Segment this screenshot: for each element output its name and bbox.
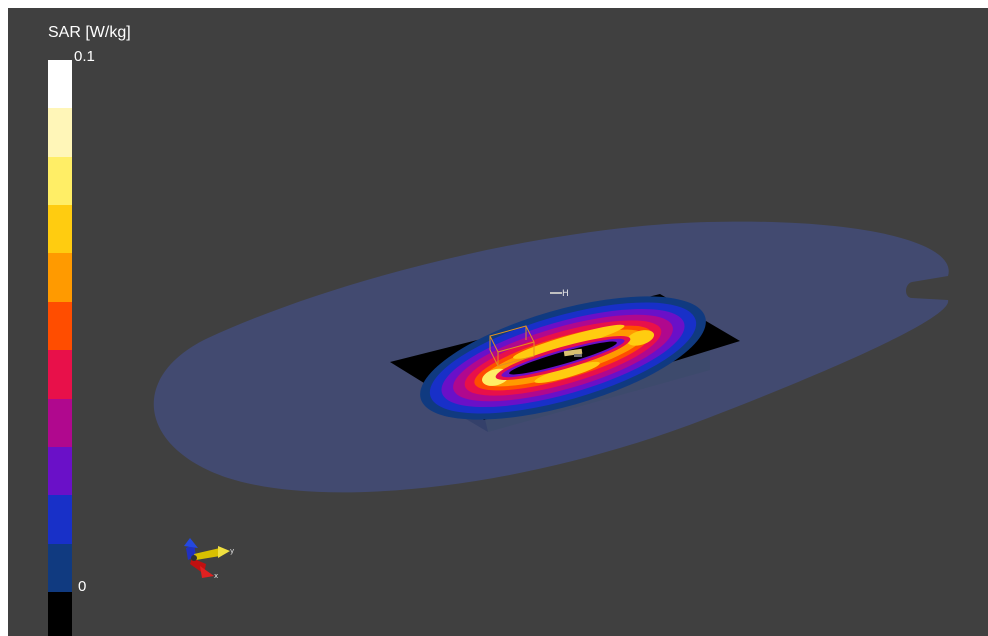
legend-swatch-4 <box>48 253 72 302</box>
axis-triad: y x <box>184 538 234 580</box>
sar-center-null <box>509 341 617 375</box>
axis-x-label: x <box>214 572 218 580</box>
sar-hotspot-bottom <box>534 361 600 383</box>
axis-origin <box>191 555 197 561</box>
sar-hotspot-top <box>512 324 625 359</box>
sar-hotspot-right <box>626 330 655 346</box>
axis-y-cone <box>218 546 230 558</box>
legend-max-label: 0.1 <box>74 48 95 65</box>
viewport[interactable]: SAR [W/kg] 0.1 0 <box>8 8 988 636</box>
source-label: H <box>562 289 569 299</box>
legend-swatch-2 <box>48 156 72 206</box>
legend-swatch-0 <box>48 60 72 109</box>
probe-box <box>489 325 535 367</box>
3d-scene[interactable]: H y x <box>8 8 988 636</box>
legend-swatch-5 <box>48 301 72 351</box>
legend-swatch-7 <box>48 398 72 447</box>
axis-y-arrow <box>194 548 220 560</box>
legend-colorbar <box>48 60 72 636</box>
legend-swatch-6 <box>48 350 72 399</box>
legend-swatch-1 <box>48 108 72 157</box>
legend-swatch-10 <box>48 543 72 592</box>
sar-distribution <box>420 296 706 420</box>
legend-swatch-9 <box>48 495 72 544</box>
axis-z-cone <box>184 538 198 548</box>
axis-y-label: y <box>230 547 234 555</box>
source-marker: H <box>550 289 569 299</box>
axis-x-cone <box>200 566 214 578</box>
device-icon <box>563 348 583 357</box>
legend-swatch-3 <box>48 205 72 254</box>
legend-swatch-8 <box>48 446 72 496</box>
legend-swatch-11 <box>48 591 72 636</box>
legend-title: SAR [W/kg] <box>48 24 131 41</box>
legend-min-label: 0 <box>78 578 87 595</box>
